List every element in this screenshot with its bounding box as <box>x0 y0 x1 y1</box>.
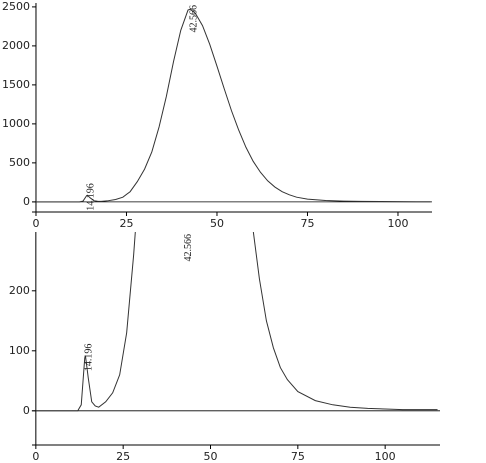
x-tick-label: 100 <box>375 450 396 463</box>
y-tick-label: 500 <box>9 156 30 169</box>
x-tick-label: 25 <box>116 450 130 463</box>
trace <box>35 232 438 412</box>
x-tick-label: 0 <box>32 217 39 230</box>
y-tick-label: 1000 <box>2 117 30 130</box>
x-tick-label: 25 <box>119 217 133 230</box>
x-tick-label: 75 <box>300 217 314 230</box>
x-tick-label: 75 <box>291 450 305 463</box>
peak-label: 42.566 <box>183 234 194 262</box>
peak-label: 42.566 <box>188 5 199 33</box>
x-tick-label: 100 <box>387 217 408 230</box>
y-tick-label: 100 <box>9 344 30 357</box>
y-tick-label: 0 <box>23 195 30 208</box>
x-tick-label: 50 <box>204 450 218 463</box>
y-tick-label: 0 <box>23 404 30 417</box>
peak-label: 14.196 <box>86 183 97 211</box>
y-tick-label: 2000 <box>2 39 30 52</box>
trace <box>35 8 431 203</box>
peak-label: 14.196 <box>84 344 95 372</box>
x-tick-label: 0 <box>32 450 39 463</box>
x-tick-label: 50 <box>210 217 224 230</box>
y-tick-label: 200 <box>9 284 30 297</box>
y-tick-label: 1500 <box>2 78 30 91</box>
y-tick-label: 2500 <box>2 0 30 13</box>
